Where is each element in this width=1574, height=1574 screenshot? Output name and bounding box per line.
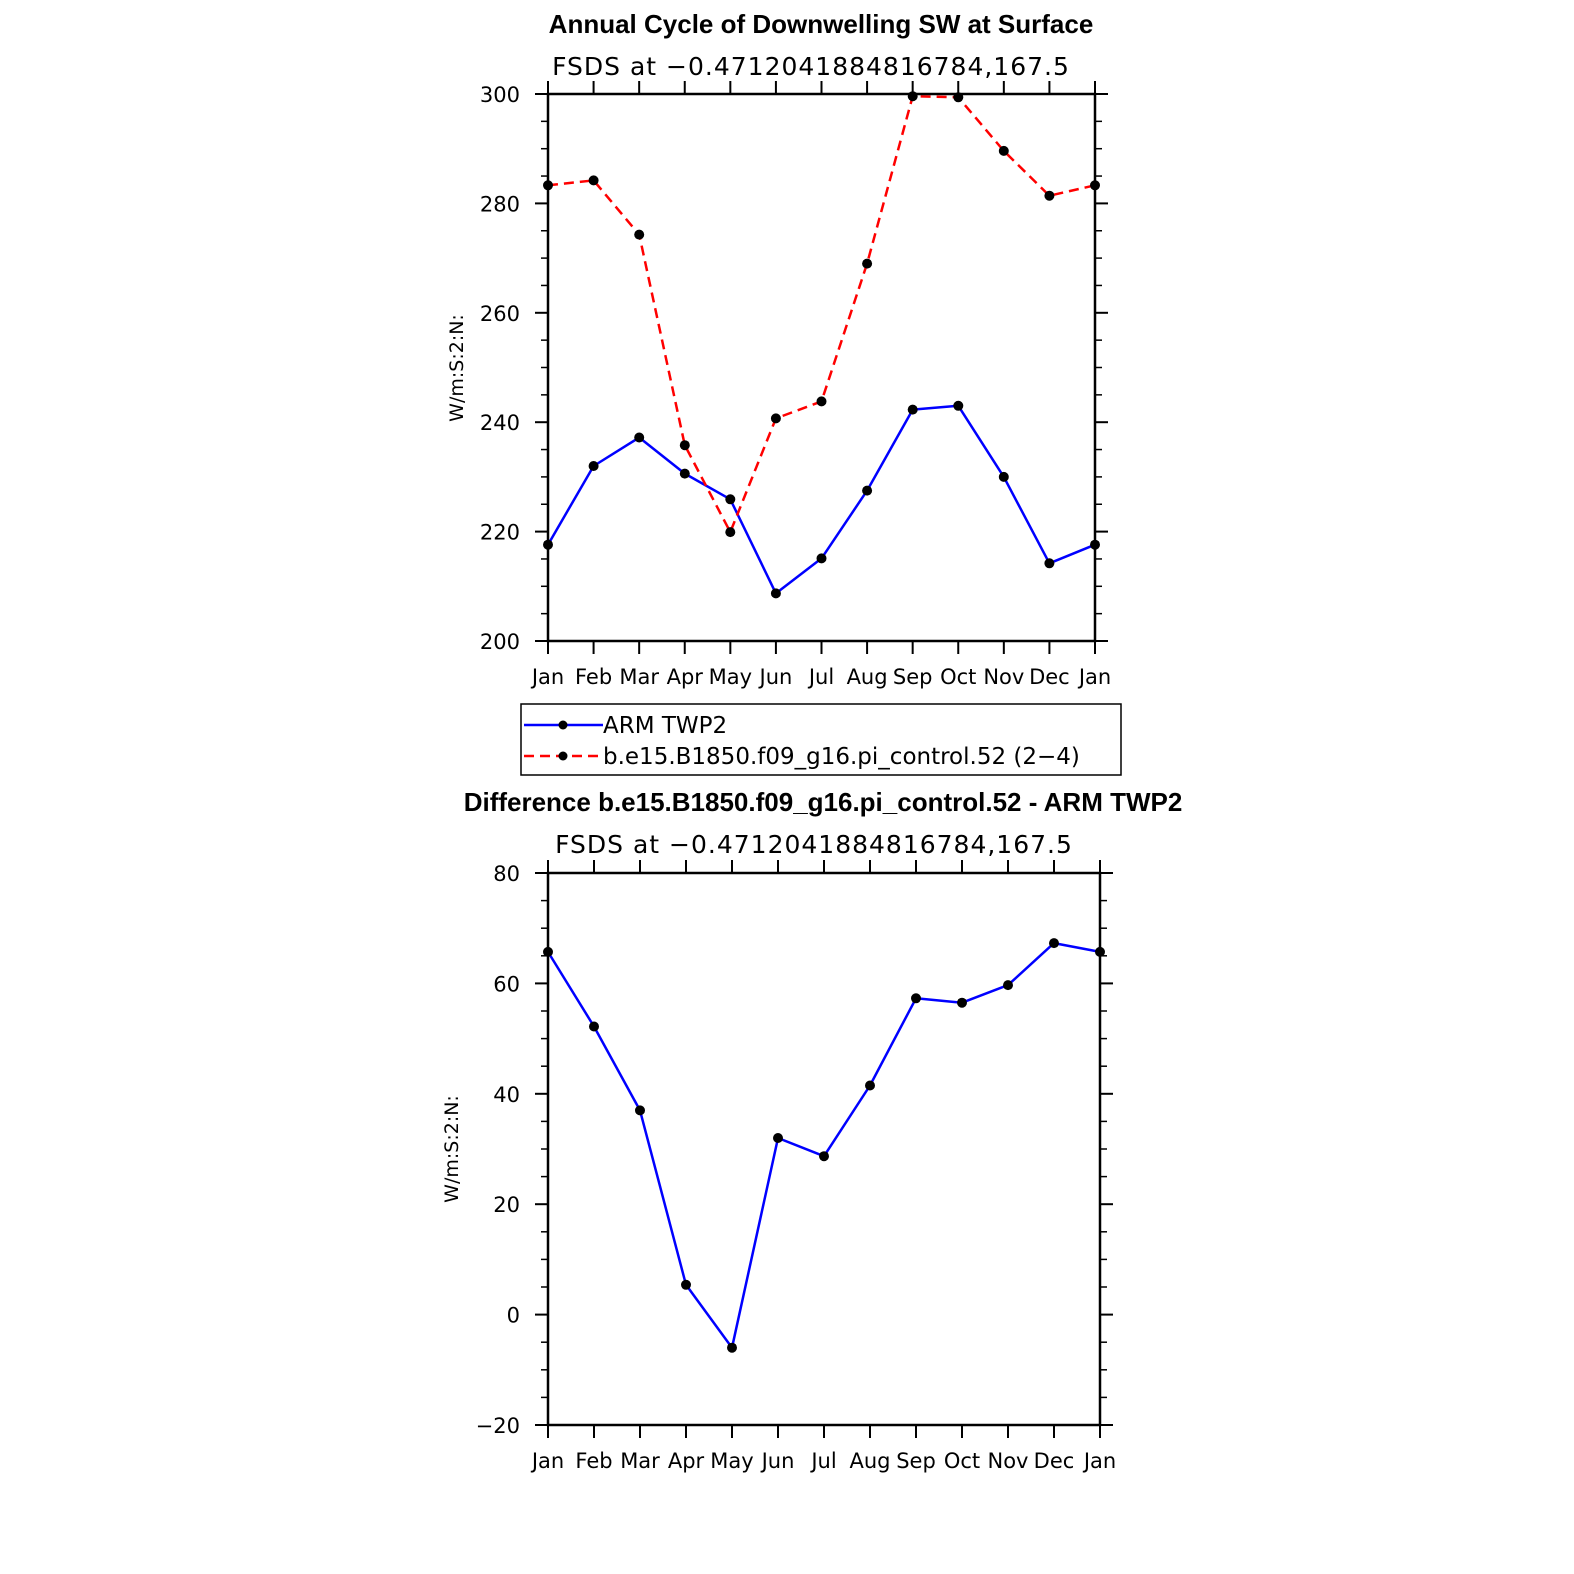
- data-point: [819, 1151, 829, 1162]
- y-tick-label: 200: [480, 630, 520, 654]
- data-point: [862, 258, 873, 269]
- data-point: [727, 1342, 737, 1353]
- x-tick-label: Dec: [1029, 665, 1070, 689]
- data-point: [770, 588, 781, 599]
- data-point: [1044, 558, 1055, 569]
- data-point: [634, 432, 645, 443]
- x-tick-label: Feb: [575, 665, 612, 689]
- legend-box: [520, 703, 1122, 776]
- x-tick-label: Apr: [668, 1449, 705, 1473]
- difference-chart: Difference b.e15.B1850.f09_g16.pi_contro…: [441, 787, 1182, 1473]
- data-point: [681, 1279, 691, 1290]
- data-point: [1044, 190, 1055, 201]
- legend-marker-arm: [558, 720, 568, 730]
- x-tick-label: May: [710, 1449, 753, 1473]
- x-tick-label: Feb: [575, 1449, 612, 1473]
- y-tick-label: 80: [493, 862, 520, 886]
- x-tick-label: Oct: [940, 665, 976, 689]
- x-tick-label: Apr: [667, 665, 704, 689]
- x-tick-label: Jun: [760, 1449, 795, 1473]
- data-point: [998, 145, 1009, 156]
- data-point: [816, 553, 827, 564]
- data-point: [911, 993, 921, 1004]
- data-point: [862, 485, 873, 496]
- legend-label-model: b.e15.B1850.f09_g16.pi_control.52 (2−4): [603, 744, 1080, 770]
- x-tick-label: Sep: [893, 665, 933, 689]
- y-tick-label: −20: [476, 1414, 520, 1438]
- chart-title: Difference b.e15.B1850.f09_g16.pi_contro…: [464, 787, 1183, 817]
- chart-subtitle: FSDS at −0.4712041884816784,167.5: [552, 52, 1070, 81]
- x-tick-label: Jan: [1082, 1449, 1116, 1473]
- x-tick-label: Aug: [847, 665, 888, 689]
- plot-marks: 200 220 240 260 280 300 Jan Feb Mar Apr May Jun Jul A…: [480, 81, 1111, 689]
- x-tick-label: Mar: [619, 665, 659, 689]
- x-tick-label: Oct: [944, 1449, 980, 1473]
- x-tick-label: Jul: [809, 1449, 836, 1473]
- y-tick-label: 60: [493, 972, 520, 996]
- annual-cycle-chart: Annual Cycle of Downwelling SW at Surfac…: [446, 9, 1111, 689]
- data-point: [589, 1021, 599, 1032]
- series-line-1: [547, 94, 1096, 534]
- x-tick-label: Nov: [983, 665, 1024, 689]
- data-point: [865, 1080, 875, 1091]
- data-point: [1049, 938, 1059, 949]
- plot-frame: [546, 871, 1102, 1427]
- y-tick-label: 40: [493, 1083, 520, 1107]
- series-line-0: [546, 404, 1096, 595]
- x-tick-label: Mar: [620, 1449, 660, 1473]
- y-tick-label: 300: [480, 83, 520, 107]
- x-tick-label: Sep: [896, 1449, 936, 1473]
- x-tick-label: Jul: [807, 665, 834, 689]
- data-point: [679, 468, 690, 479]
- data-point: [998, 471, 1009, 482]
- x-tick-label: May: [709, 665, 752, 689]
- plot-marks: −20 0 20 40 60 80 Jan Feb Mar Apr May Jun Jul Aug Sep O…: [476, 860, 1116, 1473]
- legend-marker-model: [558, 751, 568, 761]
- y-tick-label: 240: [480, 411, 520, 435]
- data-point: [957, 997, 967, 1008]
- y-tick-label: 260: [480, 302, 520, 326]
- y-axis-label: W/m:S:2:N:: [441, 1095, 463, 1203]
- y-tick-label: 220: [480, 521, 520, 545]
- series-line-0: [546, 941, 1101, 1349]
- y-axis-label: W/m:S:2:N:: [446, 314, 468, 422]
- data-point: [907, 404, 918, 415]
- data-point: [725, 494, 736, 505]
- data-point: [634, 229, 645, 240]
- data-point: [725, 527, 736, 538]
- x-tick-label: Dec: [1034, 1449, 1075, 1473]
- data-point: [770, 413, 781, 424]
- chart-title: Annual Cycle of Downwelling SW at Surfac…: [549, 9, 1094, 39]
- chart-subtitle: FSDS at −0.4712041884816784,167.5: [555, 830, 1073, 859]
- x-tick-label: Jan: [530, 1449, 564, 1473]
- x-tick-label: Jun: [758, 665, 793, 689]
- x-tick-label: Jan: [1077, 665, 1111, 689]
- data-point: [679, 440, 690, 451]
- x-tick-label: Aug: [849, 1449, 890, 1473]
- data-point: [773, 1133, 783, 1143]
- data-point: [588, 461, 599, 471]
- y-tick-label: 280: [480, 192, 520, 216]
- x-tick-label: Nov: [988, 1449, 1029, 1473]
- legend: ARM TWP2 b.e15.B1850.f09_g16.pi_control.…: [520, 703, 1122, 776]
- data-point: [588, 175, 599, 186]
- legend-label-arm: ARM TWP2: [603, 713, 727, 739]
- x-tick-label: Jan: [530, 665, 564, 689]
- y-tick-label: 0: [507, 1304, 520, 1328]
- data-point: [1003, 980, 1013, 991]
- data-point: [816, 396, 827, 407]
- y-tick-label: 20: [493, 1193, 520, 1217]
- data-point: [953, 400, 964, 411]
- data-point: [635, 1105, 645, 1116]
